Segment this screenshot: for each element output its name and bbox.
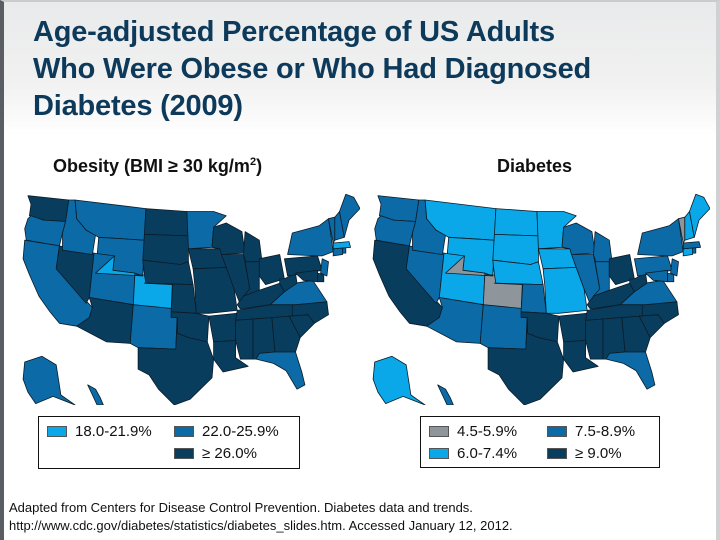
state-ne	[492, 259, 544, 285]
legend-swatch	[47, 426, 67, 437]
state-fl	[605, 351, 656, 390]
source-line-2: http://www.cdc.gov/diabetes/statistics/d…	[9, 518, 513, 533]
title-line-1: Age-adjusted Percentage of US Adults	[33, 16, 555, 48]
legend-item: 4.5-5.9%	[429, 423, 517, 440]
legend-label: 7.5-8.9%	[575, 423, 636, 440]
state-de	[317, 272, 325, 283]
state-nm	[129, 304, 178, 350]
legend-swatch	[547, 426, 567, 437]
state-hi	[437, 384, 454, 405]
state-me	[339, 193, 360, 238]
state-ne	[142, 259, 194, 285]
legend-swatch	[429, 426, 449, 437]
legend-label: 18.0-21.9%	[75, 423, 152, 440]
state-tx	[487, 317, 565, 405]
state-sd	[492, 234, 539, 265]
title-line-3: Diabetes (2009)	[33, 90, 243, 122]
state-wv	[629, 272, 648, 293]
obesity-legend: 18.0-21.9% 22.0-25.9% ≥ 26.0%	[38, 416, 300, 469]
obesity-title-superscript: 2	[249, 156, 257, 168]
diabetes-map	[370, 190, 710, 405]
legend-label: ≥ 26.0%	[202, 445, 257, 462]
legend-item: 7.5-8.9%	[547, 423, 635, 440]
state-ar	[558, 312, 588, 343]
slide-title: Age-adjusted Percentage of US Adults Who…	[33, 14, 713, 125]
legend-item: ≥ 26.0%	[174, 445, 257, 462]
legend-item: 22.0-25.9%	[174, 423, 279, 440]
state-ma	[332, 241, 352, 250]
state-nc	[638, 301, 679, 324]
legend-swatch	[547, 448, 567, 459]
title-band	[4, 2, 716, 136]
state-ny	[287, 218, 334, 257]
legend-label: 4.5-5.9%	[457, 423, 518, 440]
legend-label: 6.0-7.4%	[457, 445, 518, 462]
state-de	[667, 272, 675, 283]
state-fl	[255, 351, 306, 390]
state-wv	[279, 272, 298, 293]
state-ak	[22, 355, 76, 405]
state-ar	[208, 312, 238, 343]
source-line-1: Adapted from Centers for Disease Control…	[9, 500, 473, 515]
legend-swatch	[174, 448, 194, 459]
choropleth-svg	[22, 193, 360, 405]
legend-swatch	[174, 426, 194, 437]
state-ga	[621, 315, 651, 353]
legend-item: 6.0-7.4%	[429, 445, 517, 462]
state-md	[295, 269, 318, 283]
state-md	[645, 269, 668, 283]
legend-swatch	[429, 448, 449, 459]
state-wi	[561, 222, 596, 255]
title-line-2: Who Were Obese or Who Had Diagnosed	[33, 53, 592, 85]
state-tx	[137, 317, 215, 405]
state-nj	[670, 258, 679, 277]
state-ms	[235, 318, 254, 360]
state-ny	[637, 218, 684, 257]
state-oh	[258, 254, 285, 285]
state-nc	[288, 301, 329, 324]
state-sd	[142, 234, 189, 265]
state-me	[689, 193, 710, 238]
legend-item: 18.0-21.9%	[47, 423, 152, 440]
legend-item: ≥ 9.0%	[547, 445, 622, 462]
legend-label: ≥ 9.0%	[575, 445, 622, 462]
diabetes-map-title: Diabetes	[497, 156, 573, 176]
state-ga	[271, 315, 301, 353]
obesity-title-close: )	[256, 156, 263, 176]
legend-label: 22.0-25.9%	[202, 423, 279, 440]
source-citation: Adapted from Centers for Disease Control…	[9, 499, 709, 535]
state-nd	[494, 208, 539, 237]
state-ma	[682, 241, 702, 250]
diabetes-legend: 4.5-5.9% 6.0-7.4% 7.5-8.9% ≥ 9.0%	[420, 416, 660, 468]
state-ms	[585, 318, 604, 360]
state-nj	[320, 258, 329, 277]
state-ak	[372, 355, 426, 405]
obesity-map	[20, 190, 360, 405]
state-oh	[608, 254, 635, 285]
state-nd	[144, 208, 189, 237]
obesity-map-title: Obesity (BMI ≥ 30 kg/m2)	[53, 156, 262, 177]
obesity-title-main: Obesity (BMI ≥ 30 kg/m	[53, 156, 250, 176]
state-nm	[479, 304, 528, 350]
state-hi	[87, 384, 104, 405]
state-wi	[211, 222, 246, 255]
choropleth-svg	[372, 193, 710, 405]
